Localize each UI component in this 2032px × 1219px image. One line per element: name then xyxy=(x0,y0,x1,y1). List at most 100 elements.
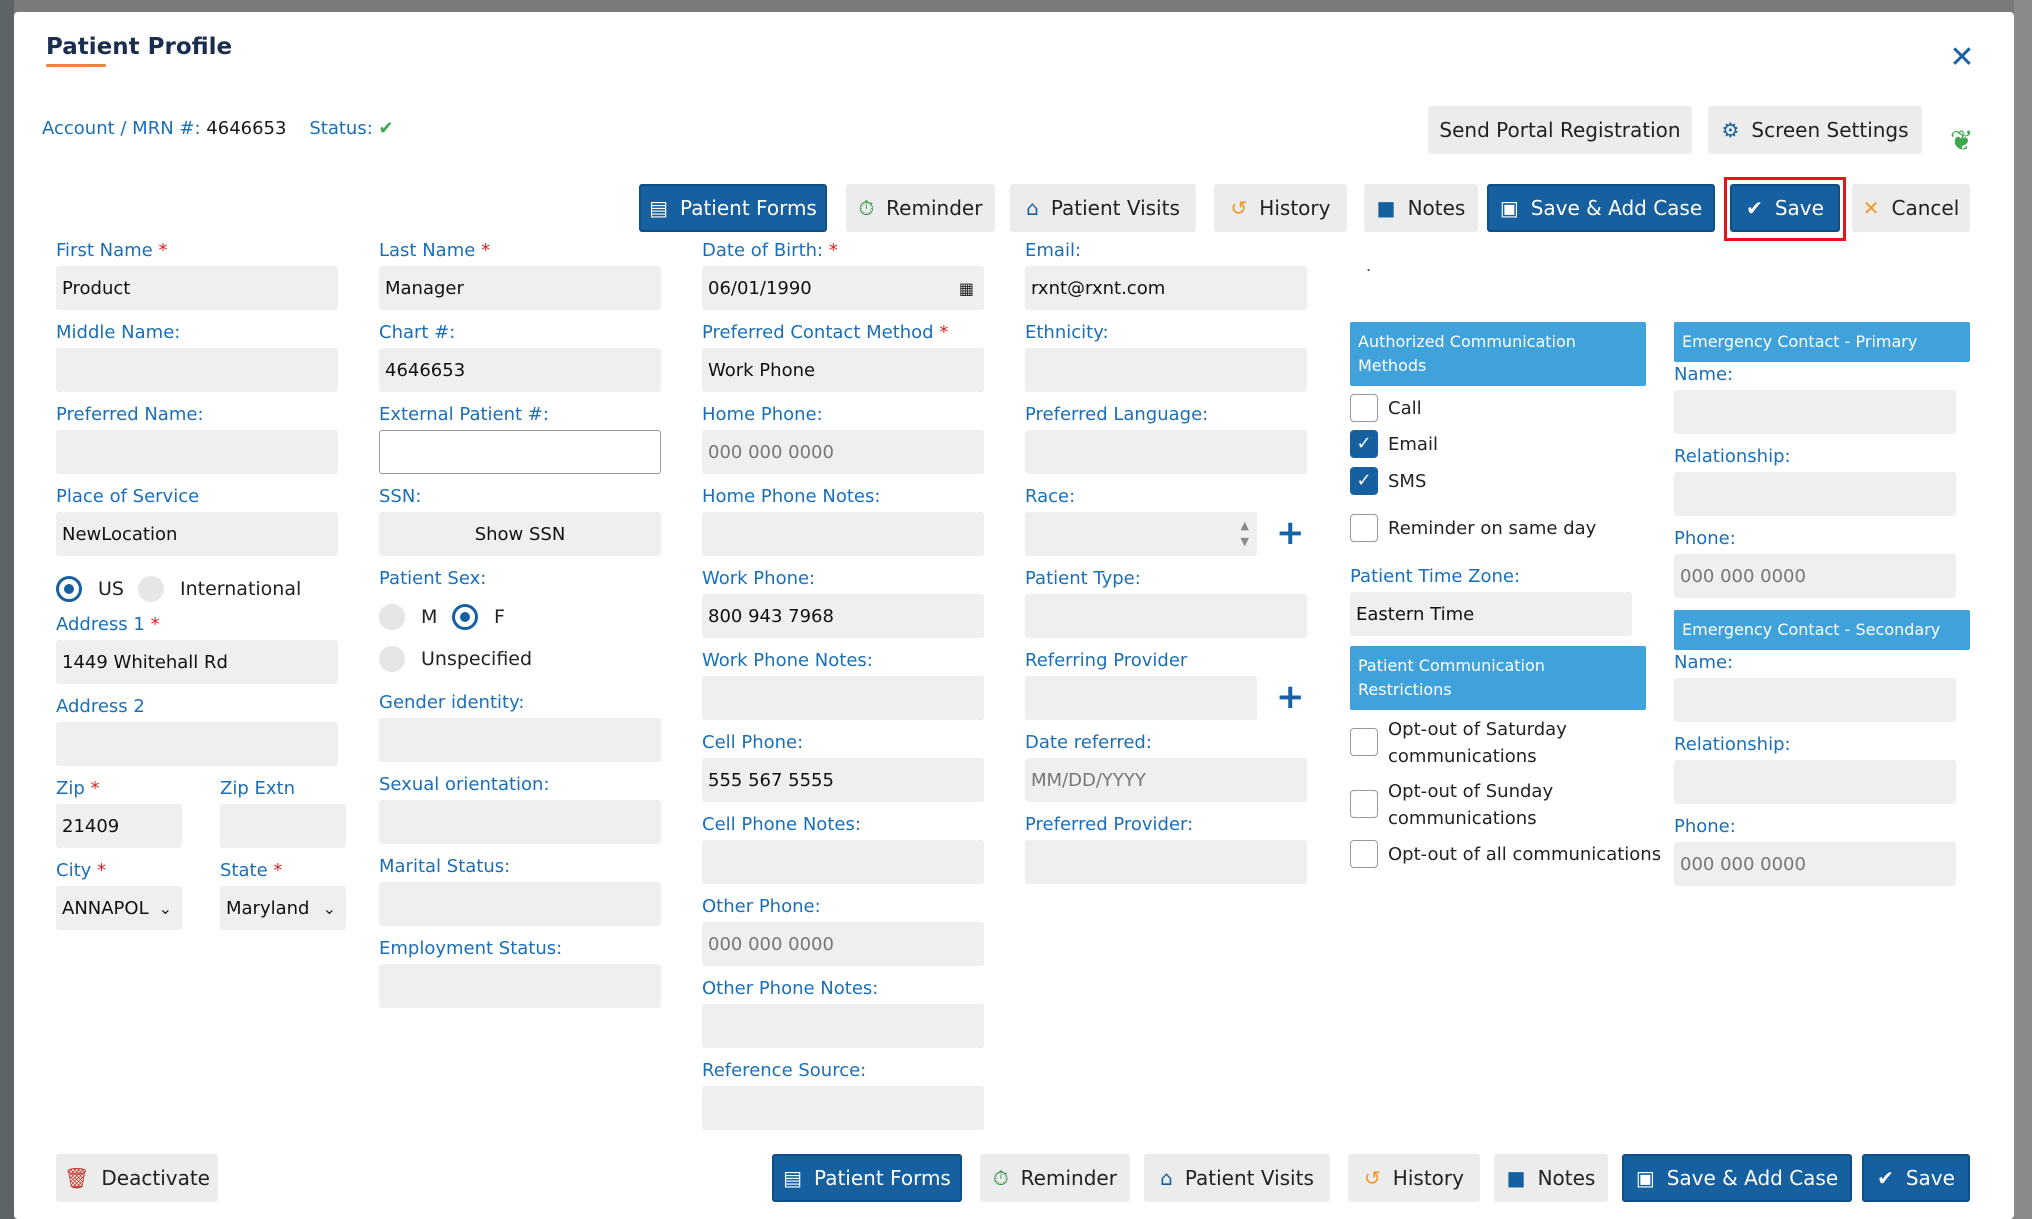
chart-field[interactable]: 4646653 xyxy=(379,348,661,392)
dob-value: 06/01/1990 xyxy=(708,277,812,299)
marital-status-field[interactable] xyxy=(379,882,661,926)
close-icon[interactable]: ✕ xyxy=(1949,40,1975,75)
address1-field[interactable]: 1449 Whitehall Rd xyxy=(56,640,338,684)
opt-out-all-checkbox[interactable] xyxy=(1350,840,1378,868)
state-select[interactable]: Maryland ⌄ xyxy=(220,886,346,930)
patient-forms-button-bottom[interactable]: ▤ Patient Forms xyxy=(772,1154,962,1202)
deactivate-button[interactable]: 🗑 Deactivate xyxy=(56,1154,218,1202)
sex-f-radio[interactable] xyxy=(452,604,478,630)
email-checkbox[interactable]: ✓ xyxy=(1350,430,1378,458)
stopwatch-icon: ⏱ xyxy=(993,1166,1009,1190)
communication-restrictions-header: Patient Communication Restrictions xyxy=(1350,646,1646,710)
notes-button[interactable]: ■ Notes xyxy=(1364,184,1478,232)
place-of-service-field[interactable]: NewLocation xyxy=(56,512,338,556)
patient-type-field[interactable] xyxy=(1025,594,1307,638)
save-highlight-box xyxy=(1724,177,1846,241)
primary-relationship-field[interactable] xyxy=(1674,472,1956,516)
first-name-field[interactable]: Product xyxy=(56,266,338,310)
sex-m-label: M xyxy=(421,606,438,628)
other-phone-notes-field[interactable] xyxy=(702,1004,984,1048)
zip-field[interactable]: 21409 xyxy=(56,804,182,848)
briefcase-icon: ▣ xyxy=(1499,196,1519,220)
preferred-name-field[interactable] xyxy=(56,430,338,474)
address2-field[interactable] xyxy=(56,722,338,766)
email-field[interactable]: rxnt@rxnt.com xyxy=(1025,266,1307,310)
notes-button-bottom[interactable]: ■ Notes xyxy=(1494,1154,1608,1202)
dob-field[interactable]: 06/01/1990 ▦ xyxy=(702,266,984,310)
work-phone-notes-field[interactable] xyxy=(702,676,984,720)
ethnicity-field[interactable] xyxy=(1025,348,1307,392)
history-button-bottom[interactable]: ↺ History xyxy=(1348,1154,1480,1202)
calendar-icon[interactable]: ▦ xyxy=(958,278,974,298)
reminder-button[interactable]: ⏱ Reminder xyxy=(846,184,995,232)
reminder-button-bottom[interactable]: ⏱ Reminder xyxy=(980,1154,1130,1202)
home-phone-field[interactable]: 000 000 0000 xyxy=(702,430,984,474)
middle-name-field[interactable] xyxy=(56,348,338,392)
work-phone-field[interactable]: 800 943 7968 xyxy=(702,594,984,638)
date-referred-field[interactable]: MM/DD/YYYY xyxy=(1025,758,1307,802)
show-ssn-button[interactable]: Show SSN xyxy=(379,512,661,556)
patient-visits-button[interactable]: ⌂ Patient Visits xyxy=(1010,184,1196,232)
spin-up-icon[interactable]: ▲ xyxy=(1240,519,1249,532)
history-button[interactable]: ↺ History xyxy=(1214,184,1347,232)
chevron-down-icon: ⌄ xyxy=(322,898,336,918)
contact-method-select[interactable]: Work Phone xyxy=(702,348,984,392)
home-phone-notes-label: Home Phone Notes: xyxy=(702,486,881,507)
secondary-phone-label: Phone: xyxy=(1674,816,1736,837)
reference-source-label: Reference Source: xyxy=(702,1060,867,1081)
save-add-case-button-bottom[interactable]: ▣ Save & Add Case xyxy=(1622,1154,1852,1202)
spin-down-icon[interactable]: ▼ xyxy=(1240,535,1249,548)
call-checkbox[interactable] xyxy=(1350,394,1378,422)
patient-type-label: Patient Type: xyxy=(1025,568,1141,589)
primary-name-field[interactable] xyxy=(1674,390,1956,434)
time-zone-field[interactable]: Eastern Time xyxy=(1350,592,1632,636)
us-radio[interactable] xyxy=(56,576,82,602)
sex-m-radio[interactable] xyxy=(379,604,405,630)
opt-out-sunday-checkbox[interactable] xyxy=(1350,790,1378,818)
primary-phone-field[interactable]: 000 000 0000 xyxy=(1674,554,1956,598)
home-phone-notes-field[interactable] xyxy=(702,512,984,556)
city-select[interactable]: ANNAPOL ⌄ xyxy=(56,886,182,930)
work-phone-notes-label: Work Phone Notes: xyxy=(702,650,873,671)
secondary-name-field[interactable] xyxy=(1674,678,1956,722)
add-referring-provider-icon[interactable]: + xyxy=(1276,677,1305,717)
save-add-case-button[interactable]: ▣ Save & Add Case xyxy=(1487,184,1715,232)
last-name-field[interactable]: Manager xyxy=(379,266,661,310)
zip-extn-field[interactable] xyxy=(220,804,346,848)
secondary-relationship-field[interactable] xyxy=(1674,760,1956,804)
screen-settings-button[interactable]: ⚙ Screen Settings xyxy=(1708,106,1922,154)
sex-unspecified-radio[interactable] xyxy=(379,646,405,672)
secondary-phone-field[interactable]: 000 000 0000 xyxy=(1674,842,1956,886)
preferred-provider-field[interactable] xyxy=(1025,840,1307,884)
reference-source-field[interactable] xyxy=(702,1086,984,1130)
reminder-same-day-checkbox[interactable] xyxy=(1350,514,1378,542)
sexual-orientation-field[interactable] xyxy=(379,800,661,844)
race-field[interactable]: ▲ ▼ xyxy=(1025,512,1257,556)
save-add-case-label: Save & Add Case xyxy=(1530,196,1703,220)
send-portal-registration-button[interactable]: Send Portal Registration xyxy=(1428,106,1692,154)
other-phone-label: Other Phone: xyxy=(702,896,821,917)
patient-visits-button-bottom[interactable]: ⌂ Patient Visits xyxy=(1144,1154,1330,1202)
cell-phone-field[interactable]: 555 567 5555 xyxy=(702,758,984,802)
patient-forms-button[interactable]: ▤ Patient Forms xyxy=(639,184,827,232)
employment-status-field[interactable] xyxy=(379,964,661,1008)
briefcase-icon: ▣ xyxy=(1635,1166,1655,1190)
note-icon: ■ xyxy=(1506,1166,1526,1190)
opt-out-saturday-checkbox[interactable] xyxy=(1350,728,1378,756)
preferred-language-field[interactable] xyxy=(1025,430,1307,474)
employment-status-label: Employment Status: xyxy=(379,938,563,959)
other-phone-field[interactable]: 000 000 0000 xyxy=(702,922,984,966)
add-race-icon[interactable]: + xyxy=(1276,513,1305,553)
sms-checkbox[interactable]: ✓ xyxy=(1350,467,1378,495)
external-patient-field[interactable] xyxy=(379,430,661,474)
marital-status-label: Marital Status: xyxy=(379,856,511,877)
gender-identity-field[interactable] xyxy=(379,718,661,762)
cell-phone-notes-field[interactable] xyxy=(702,840,984,884)
referring-provider-field[interactable] xyxy=(1025,676,1257,720)
stopwatch-icon: ⏱ xyxy=(858,196,875,220)
save-button[interactable]: ✔ Save xyxy=(1730,184,1840,232)
history-label: History xyxy=(1392,1166,1464,1190)
cancel-button[interactable]: ✕ Cancel xyxy=(1852,184,1970,232)
international-radio[interactable] xyxy=(138,576,164,602)
save-button-bottom[interactable]: ✔ Save xyxy=(1862,1154,1970,1202)
